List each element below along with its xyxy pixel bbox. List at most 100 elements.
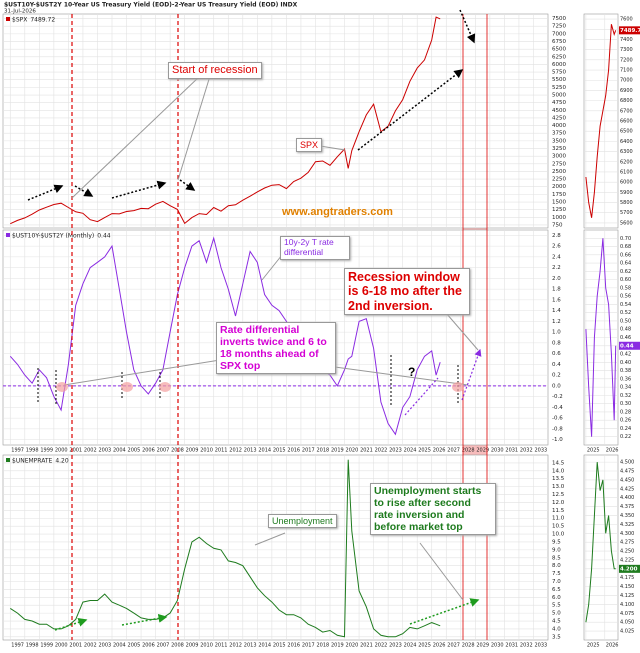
x-tick-label: 2028	[462, 448, 475, 454]
y-tick-label: -0.2	[552, 394, 563, 400]
inset-y-tick-label: 0.32	[620, 393, 631, 399]
y-tick-label: 13.5	[552, 476, 565, 482]
last-value-box	[619, 26, 640, 35]
trend-arrow	[121, 613, 168, 626]
pointer	[71, 75, 201, 199]
last-value-label: 4.200	[620, 566, 638, 572]
inset-y-tick-label: 0.60	[620, 277, 631, 283]
x-tick-label: 2004	[113, 448, 126, 454]
legend-entry: $UST10Y-$UST2Y (Monthly) 0.44	[12, 232, 111, 239]
inversion-circle	[452, 382, 464, 392]
y-tick-label: 3.5	[552, 634, 561, 640]
trend-arrow	[461, 348, 482, 401]
inset-line	[585, 238, 617, 437]
inset-y-tick-label: 4.225	[620, 557, 634, 563]
x-tick-label: 2003	[98, 643, 111, 649]
y-tick-label: 1250	[552, 207, 566, 213]
x-tick-label: 2013	[244, 448, 257, 454]
inset-y-tick-label: 0.70	[620, 236, 631, 242]
annotation: 10y-2y T rate differential	[280, 236, 350, 260]
trend-arrow	[409, 598, 480, 625]
pointer	[419, 542, 464, 601]
inset-y-tick-label: 0.30	[620, 401, 631, 407]
annotation: Rate differential inverts twice and 6 to…	[216, 322, 336, 375]
y-tick-label: 6.5	[552, 587, 561, 593]
inset-y-tick-label: 4.100	[620, 602, 634, 608]
x-tick-label: 2032	[520, 643, 533, 649]
y-tick-label: -0.4	[552, 405, 563, 411]
inset-y-tick-label: 7300	[620, 47, 633, 53]
y-tick-label: 2500	[552, 169, 566, 175]
x-tick-label: 2007	[157, 448, 170, 454]
y-tick-label: 2250	[552, 177, 566, 183]
x-tick-label: 2029	[476, 643, 489, 649]
inset-y-tick-label: 7400	[620, 37, 633, 43]
inversion-circle	[121, 382, 133, 392]
inset-y-tick-label: 4.250	[620, 549, 634, 555]
legend-swatch	[6, 458, 10, 462]
x-tick-label: 2011	[215, 643, 228, 649]
x-tick-label: 2012	[229, 448, 242, 454]
inset-y-tick-label: 6600	[620, 119, 633, 125]
x-tick-label: 2014	[258, 643, 271, 649]
x-tick-label: 1997	[11, 448, 24, 454]
trend-arrow	[54, 618, 88, 631]
x-tick-label: 2024	[404, 643, 417, 649]
x-tick-label: 2001	[69, 643, 82, 649]
x-tick-label: 2015	[273, 643, 286, 649]
x-tick-label: 1999	[40, 643, 53, 649]
x-tick-label: 2031	[505, 643, 518, 649]
x-tick-label: 2021	[360, 448, 373, 454]
series-line	[9, 236, 441, 436]
x-tick-label: 1998	[26, 643, 39, 649]
x-tick-label: 2026	[433, 448, 446, 454]
inset-y-tick-label: 6300	[620, 149, 633, 155]
trend-arrow	[74, 185, 94, 197]
y-tick-label: 3250	[552, 146, 566, 152]
y-tick-label: 9.0	[552, 547, 561, 553]
legend-value: 4.20	[55, 457, 69, 464]
pointer	[319, 145, 346, 151]
annotation: SPX	[296, 138, 323, 153]
y-tick-label: 4000	[552, 123, 566, 129]
y-tick-label: 6500	[552, 47, 566, 53]
inversion-circle	[56, 382, 68, 392]
inset-y-tick-label: 6700	[620, 108, 633, 114]
x-tick-label: 2024	[404, 448, 417, 454]
x-tick-label: 2032	[520, 448, 533, 454]
inset-y-tick-label: 4.275	[620, 540, 634, 546]
y-tick-label: 1.2	[552, 319, 561, 325]
y-tick-label: 2.2	[552, 265, 561, 271]
inset-y-tick-label: 4.075	[620, 611, 634, 617]
x-tick-label: 2022	[375, 448, 388, 454]
x-tick-label: 2029	[476, 448, 489, 454]
inset-y-tick-label: 7100	[620, 68, 633, 74]
y-tick-label: 0.6	[552, 351, 561, 357]
inset-y-tick-label: 0.34	[620, 385, 631, 391]
y-tick-label: 6000	[552, 62, 566, 68]
y-tick-label: 6750	[552, 39, 566, 45]
x-tick-label: 2015	[273, 448, 286, 454]
x-tick-label: 2003	[98, 448, 111, 454]
y-tick-label: 10.0	[552, 532, 565, 538]
y-tick-label: 4.0	[552, 626, 561, 632]
series-line	[10, 16, 441, 225]
inset-y-tick-label: 4.150	[620, 584, 634, 590]
y-tick-label: 3750	[552, 131, 566, 137]
trend-arrow	[111, 180, 167, 199]
x-tick-label: 2026	[433, 643, 446, 649]
legend-name: $UNEMPRATE	[12, 457, 53, 464]
panel	[2, 13, 549, 229]
y-tick-label: 0.2	[552, 373, 561, 379]
plot: 7501000125015001750200022502500275030003…	[2, 13, 640, 649]
y-tick-label: 13.0	[552, 484, 565, 490]
y-tick-label: 6.0	[552, 595, 561, 601]
x-tick-label: 1999	[40, 448, 53, 454]
inset-y-tick-label: 0.38	[620, 368, 631, 374]
y-tick-label: 2000	[552, 184, 566, 190]
y-tick-label: 1.4	[552, 308, 561, 314]
x-tick-label: 2017	[302, 448, 315, 454]
x-tick-label: 2009	[186, 643, 199, 649]
y-tick-label: 1.6	[552, 297, 561, 303]
